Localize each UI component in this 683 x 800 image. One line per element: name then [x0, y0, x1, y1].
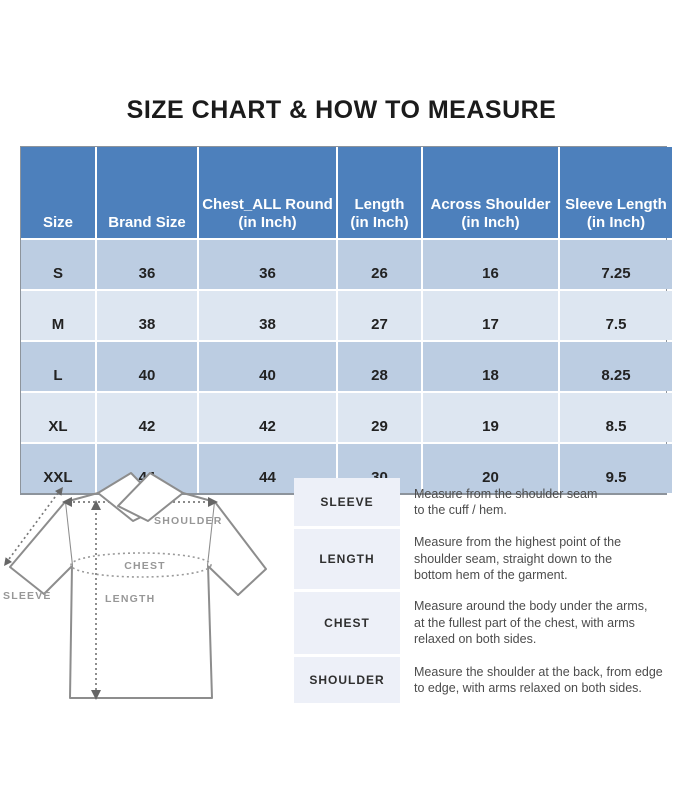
chest-measure-ellipse	[70, 552, 212, 578]
across-shoulder-cell: 18	[423, 342, 558, 391]
guide-label-shoulder: SHOULDER	[294, 657, 400, 703]
guide-row-chest: CHEST Measure around the body under the …	[294, 592, 683, 654]
size-table-header-row: Size Brand Size Chest_ALL Round (in Inch…	[21, 147, 672, 238]
sleeve-length-cell: 9.5	[560, 444, 672, 493]
diagram-label-chest: CHEST	[124, 560, 166, 572]
guide-label-sleeve: SLEEVE	[294, 478, 400, 526]
shirt-collar-right	[117, 472, 184, 522]
chest-cell: 42	[199, 393, 336, 442]
measure-guide: SLEEVE Measure from the shoulder seam to…	[294, 478, 683, 703]
table-row-s: S 36 36 26 16 7.25	[21, 240, 672, 289]
column-header-chest: Chest_ALL Round (in Inch)	[199, 147, 336, 238]
across-shoulder-cell: 19	[423, 393, 558, 442]
brand-size-cell: 36	[97, 240, 197, 289]
guide-description-sleeve: Measure from the shoulder seam to the cu…	[414, 486, 598, 518]
shirt-body-outline	[64, 501, 216, 699]
size-table: Size Brand Size Chest_ALL Round (in Inch…	[20, 146, 672, 495]
column-header-size: Size	[21, 147, 95, 238]
across-shoulder-cell: 16	[423, 240, 558, 289]
sleeve-length-cell: 7.25	[560, 240, 672, 289]
across-shoulder-cell: 20	[423, 444, 558, 493]
diagram-label-length: LENGTH	[105, 593, 155, 605]
across-shoulder-cell: 17	[423, 291, 558, 340]
chest-cell: 40	[199, 342, 336, 391]
guide-row-length: LENGTH Measure from the highest point of…	[294, 529, 683, 589]
column-header-length: Length (in Inch)	[338, 147, 421, 238]
length-arrowhead-top-icon	[91, 500, 101, 510]
guide-description-shoulder: Measure the shoulder at the back, from e…	[414, 664, 663, 696]
guide-label-chest: CHEST	[294, 592, 400, 654]
chest-cell: 38	[199, 291, 336, 340]
guide-label-length: LENGTH	[294, 529, 400, 589]
length-arrowhead-bottom-icon	[91, 690, 101, 700]
guide-description-chest: Measure around the body under the arms, …	[414, 599, 648, 647]
sleeve-length-cell: 8.5	[560, 393, 672, 442]
column-header-brand-size: Brand Size	[97, 147, 197, 238]
page-title: SIZE CHART & HOW TO MEASURE	[126, 96, 557, 124]
shirt-right-sleeve	[207, 501, 267, 596]
size-cell: XL	[21, 393, 95, 442]
sleeve-length-cell: 7.5	[560, 291, 672, 340]
shirt-diagram-svg: SHOULDER CHEST LENGTH SLEEVE	[3, 472, 267, 700]
shirt-measure-diagram: SHOULDER CHEST LENGTH SLEEVE	[2, 462, 294, 710]
diagram-label-shoulder: SHOULDER	[154, 515, 223, 527]
guide-row-sleeve: SLEEVE Measure from the shoulder seam to…	[294, 478, 683, 526]
sleeve-length-cell: 8.25	[560, 342, 672, 391]
length-cell: 27	[338, 291, 421, 340]
brand-size-cell: 40	[97, 342, 197, 391]
sleeve-arrowhead-top-icon	[55, 487, 63, 496]
guide-row-shoulder: SHOULDER Measure the shoulder at the bac…	[294, 657, 683, 703]
size-cell: L	[21, 342, 95, 391]
size-cell: S	[21, 240, 95, 289]
shoulder-arrowhead-left-icon	[62, 497, 72, 507]
column-header-sleeve-length: Sleeve Length (in Inch)	[560, 147, 672, 238]
length-cell: 26	[338, 240, 421, 289]
shirt-left-sleeve	[9, 501, 73, 595]
sleeve-measure-line	[8, 492, 59, 560]
diagram-label-sleeve: SLEEVE	[3, 590, 52, 602]
brand-size-cell: 42	[97, 393, 197, 442]
size-cell: M	[21, 291, 95, 340]
guide-description-length: Measure from the highest point of the sh…	[414, 535, 622, 583]
column-header-across-shoulder: Across Shoulder (in Inch)	[423, 147, 558, 238]
length-cell: 28	[338, 342, 421, 391]
table-row-xl: XL 42 42 29 19 8.5	[21, 393, 672, 442]
size-cell: XXL	[21, 444, 95, 493]
length-cell: 29	[338, 393, 421, 442]
shoulder-arrowhead-right-icon	[208, 497, 218, 507]
table-row-xxl: XXL 44 44 30 20 9.5	[21, 444, 672, 493]
brand-size-cell: 38	[97, 291, 197, 340]
chest-cell: 36	[199, 240, 336, 289]
table-row-m: M 38 38 27 17 7.5	[21, 291, 672, 340]
table-row-l: L 40 40 28 18 8.25	[21, 342, 672, 391]
sleeve-arrowhead-bottom-icon	[4, 557, 12, 566]
